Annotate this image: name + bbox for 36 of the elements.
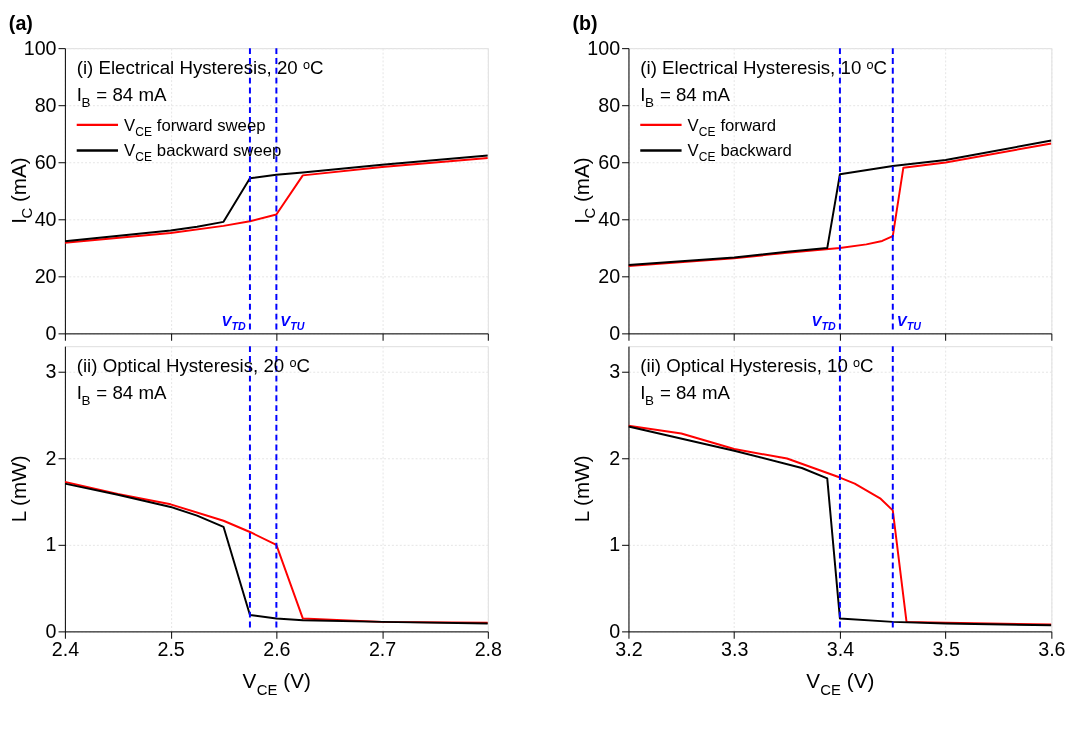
y-tick-label: 0	[609, 321, 621, 344]
y-tick-label: 20	[34, 264, 57, 287]
y-tick-label: 1	[45, 533, 57, 556]
x-tick-label: 2.5	[157, 638, 185, 661]
x-tick-label: 3.5	[932, 638, 960, 661]
y-tick-label: 60	[598, 150, 621, 173]
annotation: (i) Electrical Hysteresis, 20 ᵒC	[76, 56, 324, 78]
y-tick-label: 3	[609, 360, 621, 383]
y-tick-label: 40	[34, 207, 57, 230]
y-tick-label: 2	[45, 446, 57, 469]
y-tick-label: 0	[45, 321, 57, 344]
y-tick-label: 80	[34, 93, 57, 116]
y-axis-title: L (mW)	[570, 455, 594, 523]
y-axis-title: L (mW)	[6, 455, 30, 523]
y-tick-label: 1	[609, 533, 621, 556]
x-tick-label: 3.3	[721, 638, 749, 661]
x-tick-label: 2.7	[368, 638, 397, 661]
annotation: (ii) Optical Hysteresis, 20 ᵒC	[76, 354, 310, 376]
y-tick-label: 60	[34, 150, 57, 173]
y-tick-label: 3	[45, 360, 57, 383]
y-tick-label: 40	[598, 207, 621, 230]
y-axis-title: IC (mA)	[570, 157, 599, 224]
y-tick-label: 20	[598, 264, 621, 287]
y-tick-label: 100	[587, 36, 621, 59]
annotation: (i) Electrical Hysteresis, 10 ᵒC	[640, 56, 887, 78]
y-axis-title: IC (mA)	[6, 157, 35, 224]
x-tick-label: 3.6	[1038, 638, 1066, 661]
x-tick-label: 2.6	[263, 638, 291, 661]
annotation: (ii) Optical Hysteresis, 10 ᵒC	[640, 354, 874, 376]
chart-title: (b)	[572, 12, 598, 35]
y-tick-label: 100	[23, 36, 57, 59]
x-tick-label: 3.4	[826, 638, 855, 661]
y-tick-label: 2	[609, 446, 621, 469]
x-tick-label: 2.8	[474, 638, 503, 661]
chart-title: (a)	[8, 12, 33, 35]
y-tick-label: 80	[598, 93, 621, 116]
